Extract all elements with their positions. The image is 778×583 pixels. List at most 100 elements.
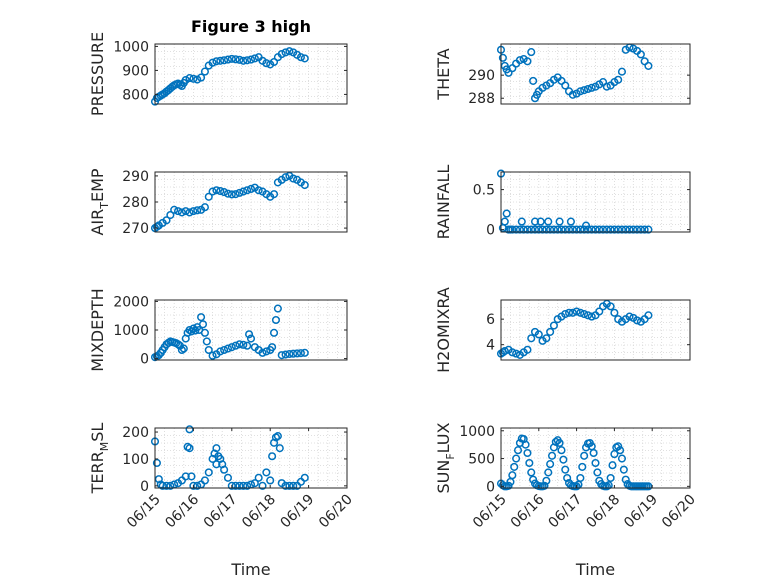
grid [155, 44, 347, 104]
data-point [227, 343, 236, 352]
data-point [633, 225, 642, 234]
data-point [508, 471, 517, 480]
data-point [235, 55, 244, 64]
data-point [530, 217, 540, 226]
data-point [599, 225, 608, 234]
data-point [277, 50, 286, 59]
data-point [269, 190, 279, 199]
y-tick-label: 200 [122, 425, 149, 441]
data-point [220, 465, 229, 474]
data-point [580, 86, 589, 95]
data-point [200, 328, 209, 337]
data-point [197, 73, 206, 82]
data-point [275, 444, 284, 453]
series-markers [150, 304, 309, 362]
axes-box [154, 43, 348, 105]
data-point [576, 225, 585, 234]
data-point [289, 349, 298, 358]
data-point [540, 481, 549, 490]
data-point [268, 343, 277, 352]
data-point [523, 345, 532, 354]
data-point [198, 320, 208, 329]
data-point [617, 67, 627, 76]
data-point [243, 341, 252, 350]
data-point [158, 481, 167, 490]
data-point [610, 225, 619, 234]
data-point [173, 207, 183, 216]
data-point [564, 308, 574, 317]
data-point [544, 217, 553, 226]
data-point [181, 472, 190, 481]
data-point [208, 351, 217, 360]
x-tick-label: 06/19 [621, 492, 661, 532]
data-point [246, 184, 256, 194]
data-point [595, 307, 604, 316]
data-point [583, 311, 592, 320]
data-point [644, 61, 653, 70]
x-tick-label: 06/18 [583, 492, 623, 532]
data-point [621, 475, 630, 484]
data-point [216, 347, 225, 356]
data-point [580, 225, 589, 234]
x-tick-label: 06/19 [278, 492, 318, 532]
data-point [564, 225, 574, 234]
data-point [173, 340, 183, 349]
x-tick-label: 06/17 [546, 492, 586, 532]
data-point [508, 225, 517, 234]
x-tick-label: 06/20 [659, 492, 699, 532]
data-point [629, 225, 638, 234]
grid [155, 172, 347, 232]
y-tick-label: 0 [486, 223, 495, 239]
grid [501, 172, 690, 232]
subplot-air-temp: 270 280 290 AIRTEMP [88, 168, 348, 237]
data-point [527, 334, 536, 343]
data-point [231, 341, 240, 350]
data-point [572, 307, 581, 316]
data-point [200, 476, 209, 485]
y-tick-label: 290 [468, 68, 495, 84]
data-point [536, 217, 545, 226]
data-point [243, 481, 252, 490]
data-point [152, 458, 161, 468]
data-point [553, 225, 562, 234]
data-point [595, 225, 604, 234]
data-point [289, 174, 298, 183]
chart-title: Figure 3 high [191, 17, 311, 36]
data-point [239, 340, 248, 349]
data-point [512, 349, 521, 358]
data-point [185, 444, 194, 453]
data-point [572, 482, 581, 491]
data-point [527, 225, 536, 234]
data-point [546, 327, 555, 336]
data-point [269, 57, 279, 67]
data-point [614, 225, 623, 234]
data-point [239, 481, 248, 490]
data-point [262, 59, 271, 68]
data-point [185, 425, 194, 434]
grid [501, 300, 690, 360]
series-markers [150, 47, 309, 106]
data-point [589, 448, 598, 458]
y-tick-label: 6 [486, 312, 495, 328]
data-point [606, 225, 615, 234]
y-tick-label: 0 [140, 352, 149, 368]
data-point [235, 340, 244, 349]
axes-box [500, 427, 691, 489]
data-point [529, 76, 538, 85]
data-point [208, 58, 217, 67]
x-tick-label: 06/15 [470, 492, 510, 532]
data-point [212, 186, 221, 195]
y-axis-label: SUNFLUX [434, 422, 457, 493]
data-point [619, 465, 628, 474]
data-point [549, 225, 558, 234]
data-point [269, 328, 279, 337]
y-tick-label: 1000 [113, 323, 149, 339]
data-point [515, 225, 524, 234]
x-tick-label: 06/17 [201, 492, 241, 532]
data-point [166, 481, 175, 490]
data-point [185, 208, 194, 217]
subplot-theta: 288 290 THETA [434, 43, 691, 107]
data-point [625, 312, 634, 321]
